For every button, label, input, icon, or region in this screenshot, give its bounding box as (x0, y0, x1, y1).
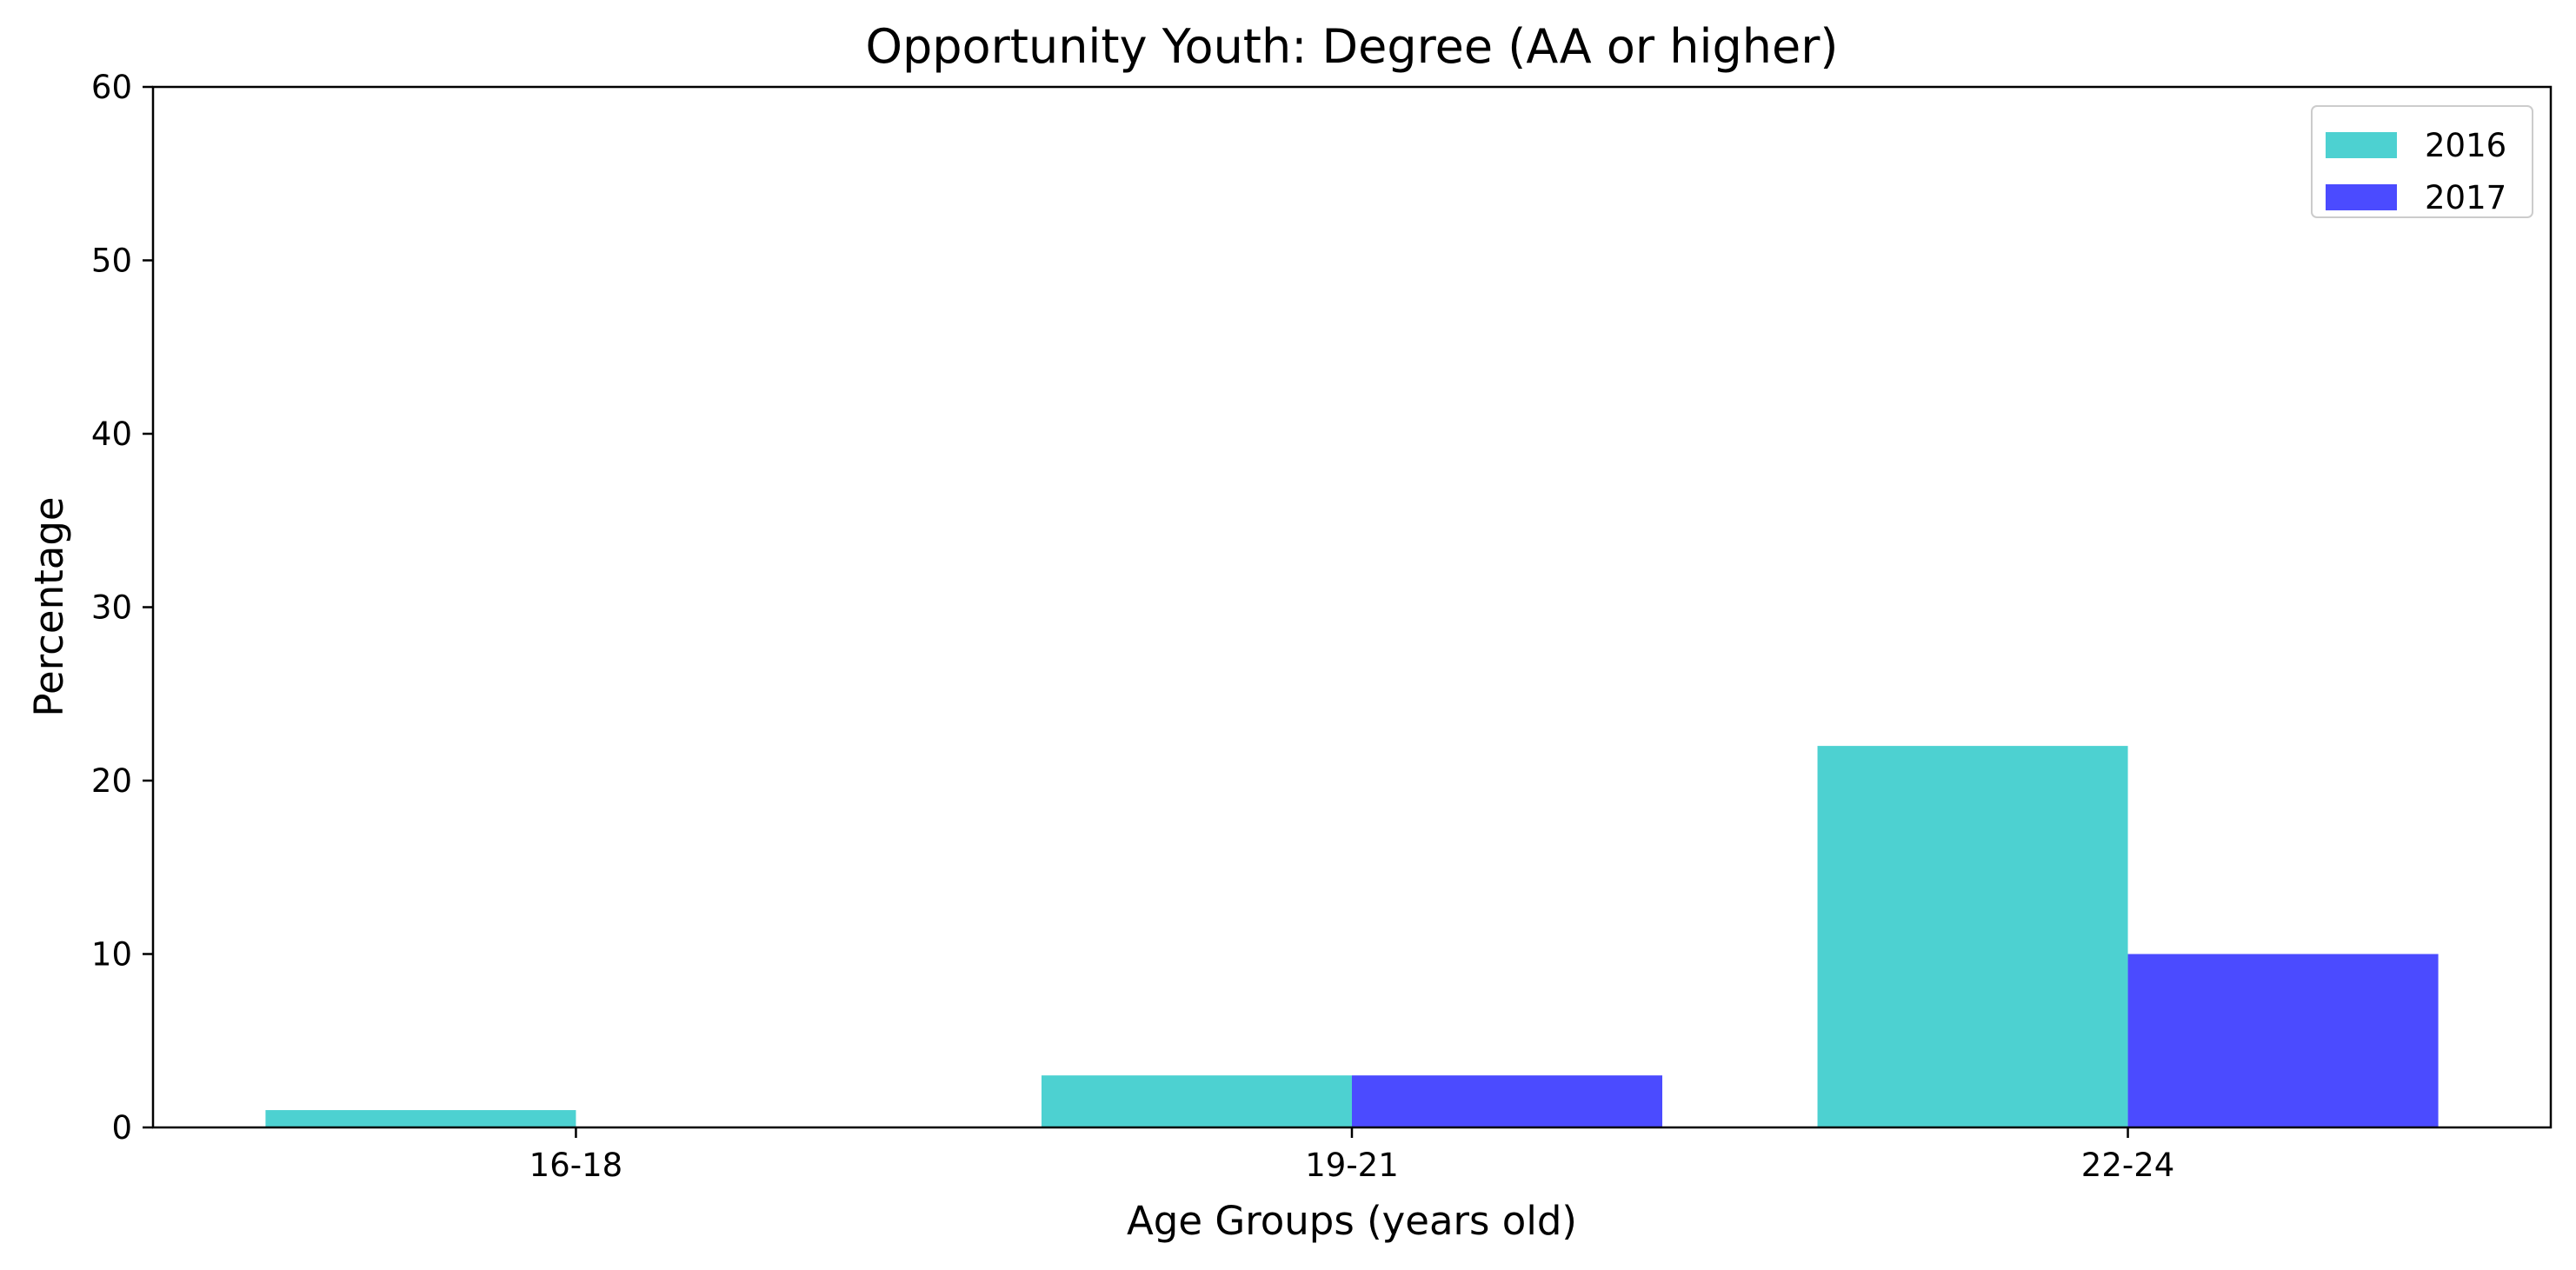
y-tick-label: 10 (91, 936, 132, 974)
x-axis: 16-18 19-21 22-24 (529, 1127, 2175, 1184)
bar-2016-22-24 (1817, 746, 2128, 1127)
x-axis-title: Age Groups (years old) (1127, 1198, 1577, 1244)
chart-title: Opportunity Youth: Degree (AA or higher) (866, 19, 1839, 74)
legend-swatch (2326, 184, 2397, 210)
bar-2017-22-24 (2127, 954, 2439, 1127)
y-tick-label: 20 (91, 762, 132, 800)
legend-label: 2017 (2425, 179, 2506, 216)
bars-group (265, 746, 2439, 1127)
y-tick-label: 0 (111, 1109, 132, 1147)
y-axis-title: Percentage (26, 496, 72, 716)
bar-2016-19-21 (1041, 1075, 1352, 1127)
legend-label: 2016 (2425, 127, 2506, 164)
x-tick-label: 16-18 (529, 1147, 623, 1184)
y-tick-label: 30 (91, 589, 132, 627)
bar-2017-19-21 (1352, 1075, 1663, 1127)
y-tick-label: 50 (91, 243, 132, 280)
x-tick-label: 22-24 (2081, 1147, 2175, 1184)
x-tick-label: 19-21 (1305, 1147, 1399, 1184)
bar-2016-16-18 (265, 1110, 576, 1127)
y-tick-label: 60 (91, 69, 132, 106)
y-axis: 0 10 20 30 40 50 60 (91, 69, 153, 1147)
y-tick-label: 40 (91, 416, 132, 453)
legend-swatch (2326, 132, 2397, 158)
legend: 2016 2017 (2311, 105, 2533, 218)
